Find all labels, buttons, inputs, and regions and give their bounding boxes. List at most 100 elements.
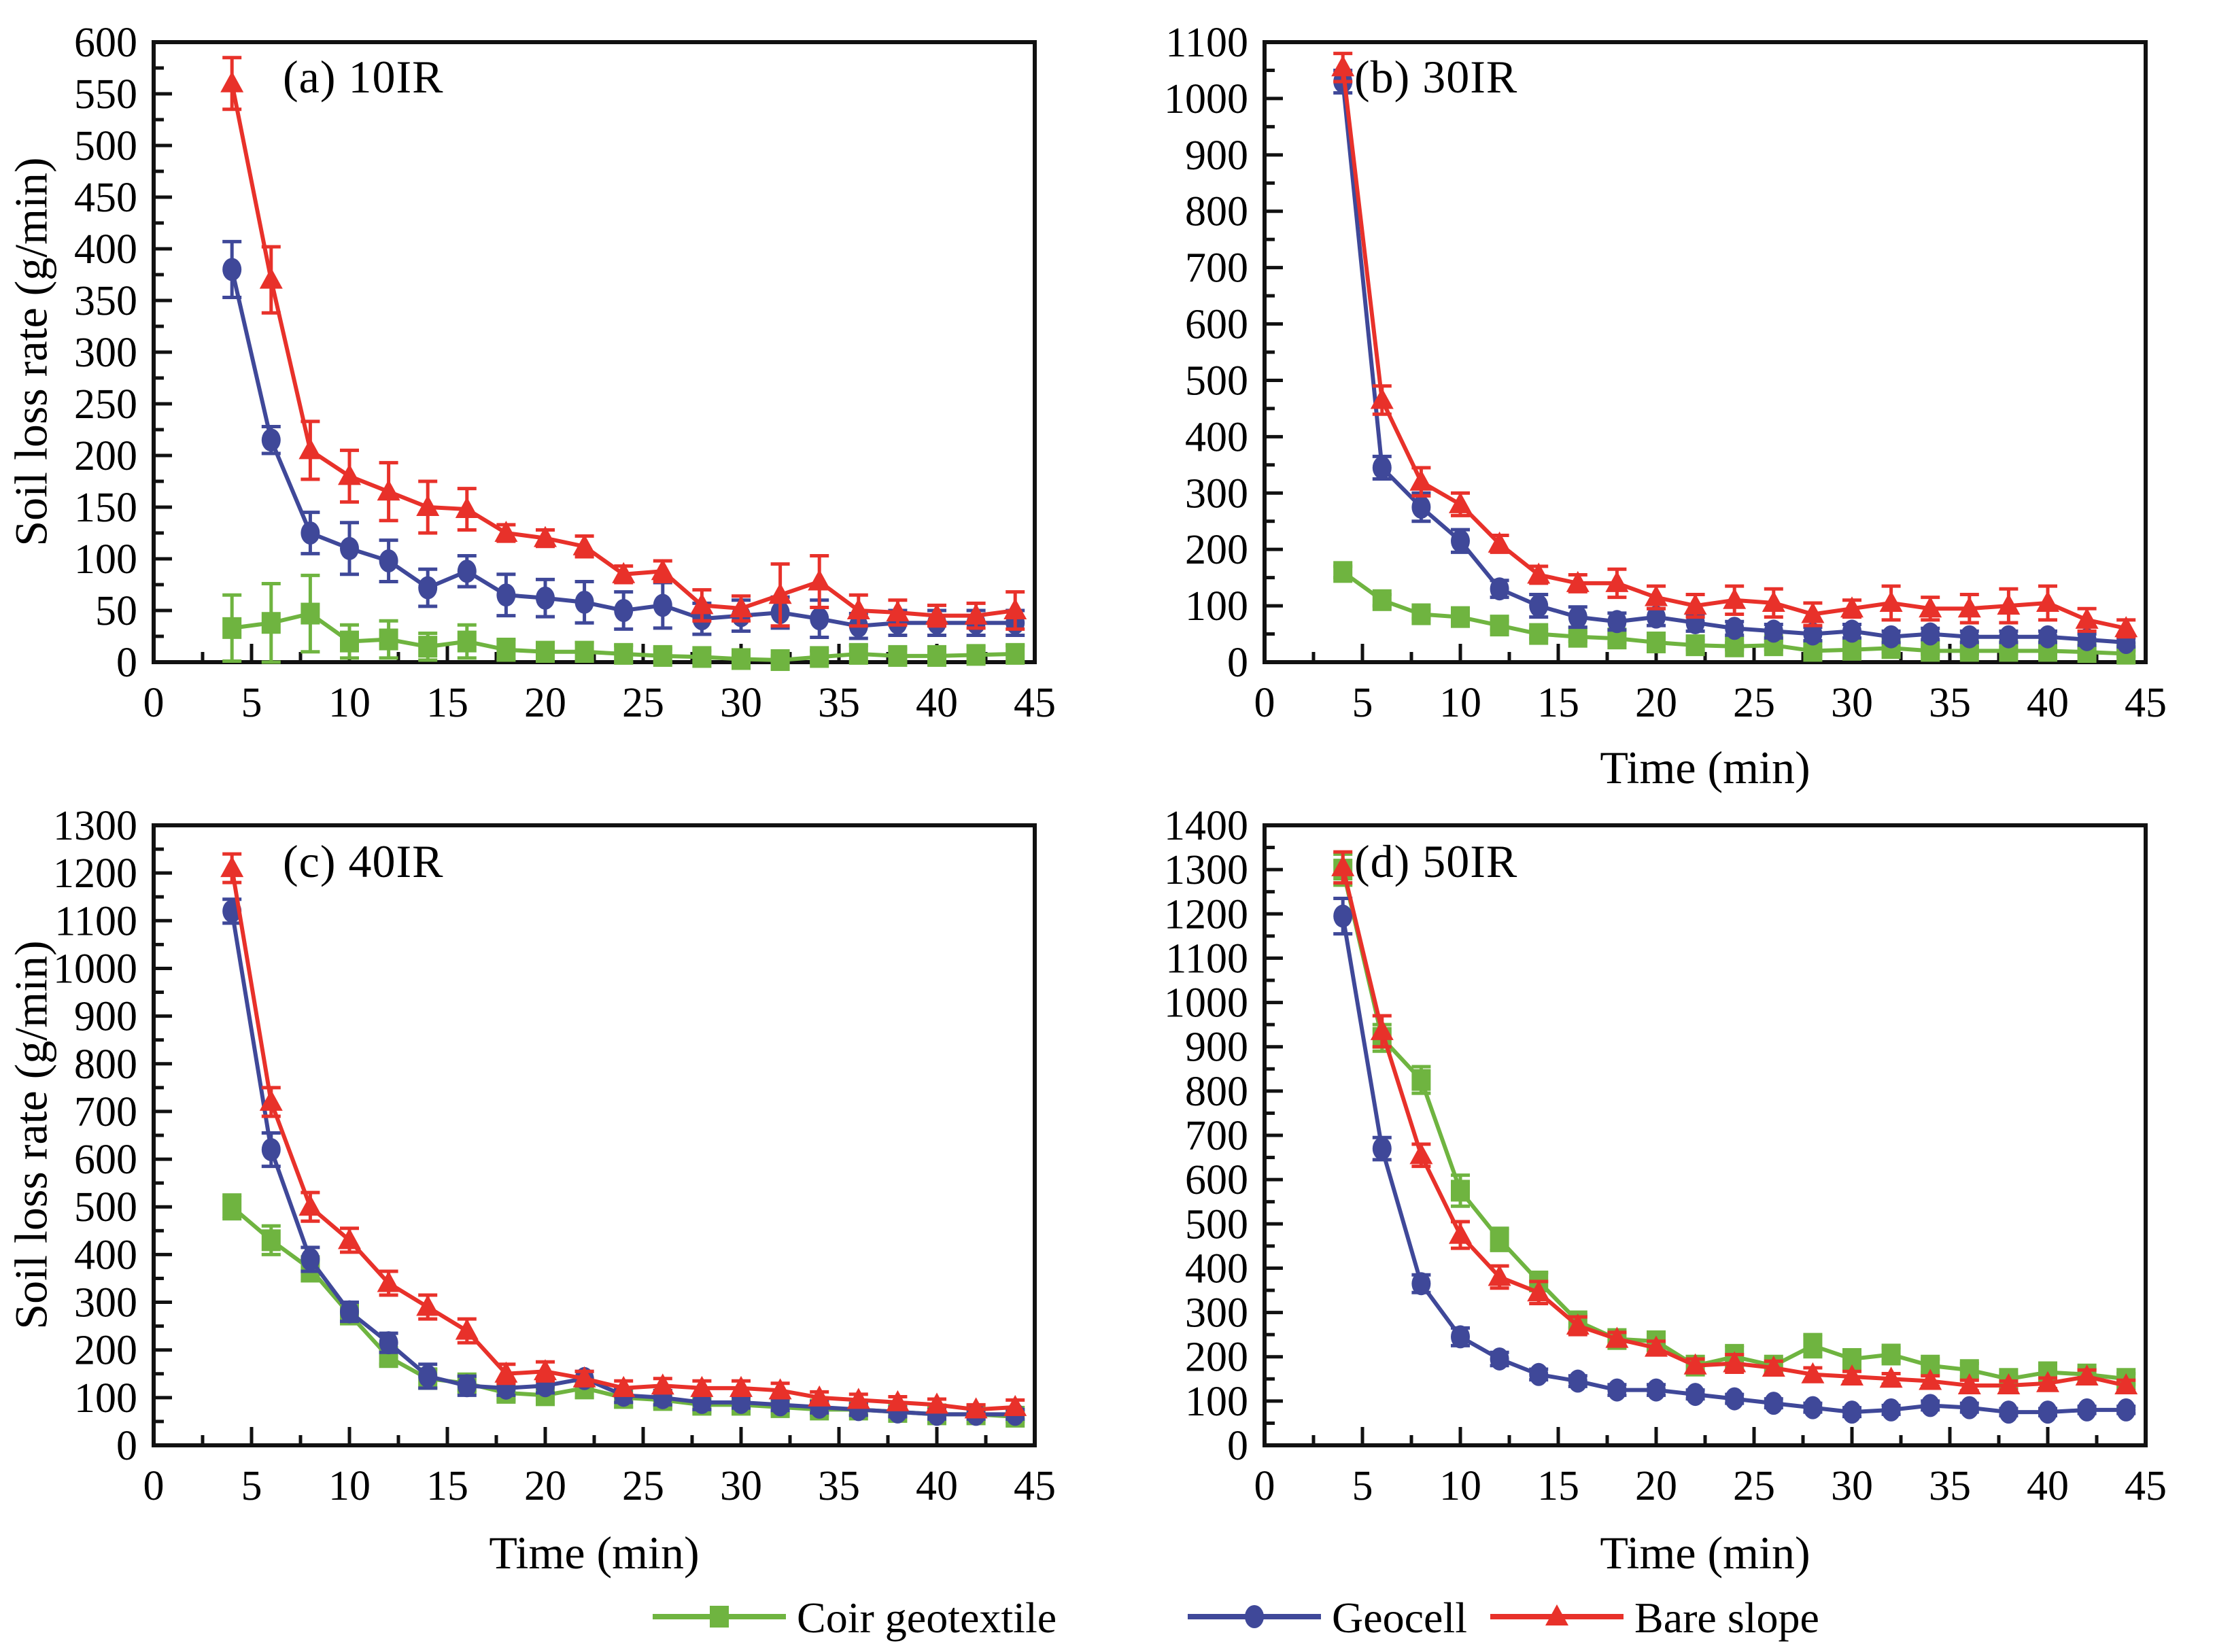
svg-text:40: 40 xyxy=(2027,680,2069,726)
svg-text:600: 600 xyxy=(1185,1157,1248,1203)
series-geocell-d xyxy=(1333,896,2136,1424)
svg-text:1300: 1300 xyxy=(53,803,137,849)
svg-text:200: 200 xyxy=(74,1328,137,1374)
svg-text:1200: 1200 xyxy=(1164,891,1248,937)
svg-text:0: 0 xyxy=(143,680,165,726)
svg-text:5: 5 xyxy=(241,680,262,726)
svg-text:40: 40 xyxy=(916,1463,958,1509)
svg-text:300: 300 xyxy=(1185,470,1248,517)
chart-b: 0 5 10 15 20 25 30 35 40 45 0 100 200 300 400 500 600 700… xyxy=(1164,20,2167,726)
y-axis-title-top: Soil loss rate (g/min) xyxy=(5,157,57,547)
svg-text:100: 100 xyxy=(1185,583,1248,630)
svg-text:700: 700 xyxy=(1185,245,1248,292)
svg-text:0: 0 xyxy=(1227,1423,1248,1469)
series-coir-geotextile-a xyxy=(222,573,1025,671)
svg-text:10: 10 xyxy=(328,680,371,726)
svg-text:0: 0 xyxy=(1254,1463,1275,1509)
svg-text:300: 300 xyxy=(74,1280,137,1326)
svg-text:30: 30 xyxy=(720,680,762,726)
x-axis-title-c: Time (min) xyxy=(489,1527,700,1579)
svg-text:400: 400 xyxy=(74,226,137,273)
svg-text:900: 900 xyxy=(1185,133,1248,179)
svg-text:30: 30 xyxy=(1831,1463,1873,1509)
svg-text:350: 350 xyxy=(74,278,137,324)
svg-text:20: 20 xyxy=(1635,680,1677,726)
svg-text:550: 550 xyxy=(74,71,137,118)
svg-text:500: 500 xyxy=(74,1184,137,1231)
svg-text:45: 45 xyxy=(1014,1463,1056,1509)
svg-text:5: 5 xyxy=(1352,680,1373,726)
svg-text:5: 5 xyxy=(1352,1463,1373,1509)
svg-text:1100: 1100 xyxy=(1165,20,1248,66)
svg-text:30: 30 xyxy=(720,1463,762,1509)
svg-text:400: 400 xyxy=(1185,1245,1248,1292)
y-axis-title-bottom: Soil loss rate (g/min) xyxy=(5,940,57,1330)
series-geocell-c xyxy=(222,897,1025,1426)
geocell-circle-marker-icon xyxy=(1186,1586,1322,1651)
svg-text:200: 200 xyxy=(74,433,137,479)
legend-label: Coir geotextile xyxy=(797,1594,1057,1642)
svg-text:15: 15 xyxy=(426,1463,468,1509)
svg-text:15: 15 xyxy=(1537,680,1579,726)
x-axis-title-d: Time (min) xyxy=(1600,1527,1810,1579)
x-axis-title-b: Time (min) xyxy=(1600,742,1810,793)
series-bare-slope-b xyxy=(1331,52,2138,639)
svg-text:200: 200 xyxy=(1185,1335,1248,1381)
svg-text:500: 500 xyxy=(74,123,137,169)
panel-b-title: (b) 30IR xyxy=(1354,51,1518,103)
coir-geotextile-square-marker-icon xyxy=(651,1586,787,1651)
series-bare-slope-d xyxy=(1331,850,2138,1395)
svg-text:35: 35 xyxy=(818,680,860,726)
svg-text:0: 0 xyxy=(1227,640,1248,686)
svg-text:1400: 1400 xyxy=(1164,803,1248,849)
svg-text:25: 25 xyxy=(1733,1463,1775,1509)
svg-text:150: 150 xyxy=(74,485,137,531)
x-axis-a: 0 5 10 15 20 25 30 35 40 45 xyxy=(143,644,1056,726)
chart-c: 0 5 10 15 20 25 30 35 40 45 0100200300400500600700… xyxy=(53,803,1056,1509)
svg-text:50: 50 xyxy=(95,588,137,634)
svg-text:40: 40 xyxy=(2027,1463,2069,1509)
series-geocell-b xyxy=(1333,68,2136,654)
svg-text:10: 10 xyxy=(328,1463,371,1509)
svg-text:600: 600 xyxy=(74,20,137,66)
svg-text:300: 300 xyxy=(1185,1290,1248,1337)
svg-text:25: 25 xyxy=(622,680,664,726)
y-axis-d: 0100200300400500600700800900100011001200… xyxy=(1164,803,1283,1469)
svg-text:250: 250 xyxy=(74,381,137,428)
svg-text:15: 15 xyxy=(1537,1463,1579,1509)
svg-text:20: 20 xyxy=(524,680,566,726)
y-axis-b: 0 100 200 300 400 500 600 700 800 900 1000 1100 xyxy=(1164,20,1283,686)
svg-text:0: 0 xyxy=(116,640,137,686)
legend: Coir geotextile Geocell Bare slope xyxy=(0,1584,2215,1652)
panel-d-title: (d) 50IR xyxy=(1354,836,1518,887)
bare-slope-triangle-marker-icon xyxy=(1489,1586,1625,1651)
svg-text:0: 0 xyxy=(1254,680,1275,726)
svg-text:10: 10 xyxy=(1439,1463,1481,1509)
svg-text:800: 800 xyxy=(1185,189,1248,235)
svg-text:400: 400 xyxy=(1185,414,1248,460)
svg-text:1200: 1200 xyxy=(53,850,137,897)
svg-text:500: 500 xyxy=(1185,1201,1248,1247)
legend-item-bare-slope: Bare slope xyxy=(1489,1584,1819,1652)
svg-text:15: 15 xyxy=(426,680,468,726)
svg-text:100: 100 xyxy=(74,536,137,583)
svg-text:35: 35 xyxy=(1929,1463,1971,1509)
svg-text:500: 500 xyxy=(1185,358,1248,404)
svg-text:800: 800 xyxy=(74,1042,137,1088)
chart-d: 0 5 10 15 20 25 30 35 40 45 0100200300400500600700… xyxy=(1164,803,2167,1509)
y-axis-a: 0 50 100 150 200 250 300 350 400 450 500 550 600 xyxy=(74,20,172,686)
svg-text:900: 900 xyxy=(74,994,137,1040)
panel-c-title: (c) 40IR xyxy=(283,836,444,887)
svg-text:400: 400 xyxy=(74,1232,137,1278)
svg-text:0: 0 xyxy=(116,1423,137,1469)
svg-text:0: 0 xyxy=(143,1463,165,1509)
panel-a-title: (a) 10IR xyxy=(283,51,444,103)
svg-text:450: 450 xyxy=(74,175,137,221)
y-axis-c: 0100200300400500600700800900100011001200… xyxy=(53,803,172,1469)
svg-text:1100: 1100 xyxy=(54,898,137,944)
x-axis-b: 0 5 10 15 20 25 30 35 40 45 xyxy=(1254,644,2167,726)
svg-text:1300: 1300 xyxy=(1164,847,1248,893)
legend-label: Bare slope xyxy=(1634,1594,1819,1642)
legend-label: Geocell xyxy=(1332,1594,1467,1642)
